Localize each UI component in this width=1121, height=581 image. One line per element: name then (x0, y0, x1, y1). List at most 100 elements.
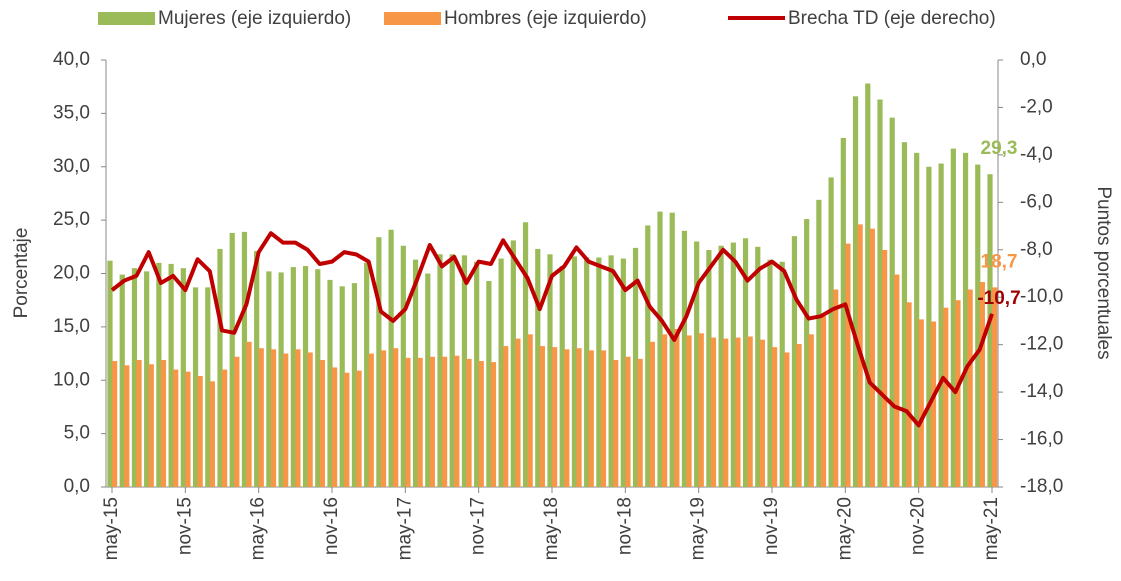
bar (796, 343, 802, 487)
bar (417, 357, 423, 487)
bar (270, 349, 277, 487)
bar (388, 229, 394, 488)
y-tick-label: 35,0 (53, 102, 90, 123)
y2-tick-label: -8,0 (1020, 239, 1053, 260)
y2-tick-label: -6,0 (1020, 191, 1053, 212)
x-tick-label: may-21 (981, 497, 1002, 560)
bar (425, 273, 431, 487)
bar (351, 283, 358, 487)
x-tick-label: nov-15 (174, 497, 195, 555)
bar (136, 359, 142, 487)
bar (596, 257, 602, 487)
bar (938, 163, 944, 488)
y-tick-label: 20,0 (53, 263, 90, 284)
bar (791, 236, 798, 487)
y-tick-label: 30,0 (53, 156, 90, 177)
bar (119, 274, 125, 487)
bar (926, 166, 932, 487)
bar (547, 254, 553, 487)
bar (344, 372, 350, 487)
y2-tick-label: -16,0 (1020, 429, 1063, 450)
bar (943, 307, 949, 487)
bar (747, 336, 753, 487)
x-tick-label: may-20 (834, 497, 855, 560)
bar (852, 96, 859, 488)
bar (779, 261, 785, 487)
bar (332, 367, 338, 487)
bar (564, 349, 570, 487)
bar (209, 381, 215, 487)
bar (197, 375, 203, 487)
x-tick-label: nov-17 (468, 497, 489, 555)
bar (820, 316, 827, 487)
bar (376, 237, 382, 487)
bar (882, 250, 888, 487)
bar (180, 268, 186, 487)
bar (522, 222, 529, 487)
bar (290, 267, 296, 487)
bar (222, 369, 228, 487)
bar (735, 337, 741, 487)
bar (527, 334, 533, 487)
bar (840, 137, 846, 488)
bar (698, 333, 704, 487)
bar (148, 364, 154, 487)
bar (816, 199, 822, 487)
bar (918, 319, 924, 487)
bar (706, 250, 712, 487)
bar (669, 212, 675, 487)
bar (730, 242, 736, 487)
bar (368, 353, 374, 487)
line (110, 231, 994, 428)
bar (808, 334, 814, 487)
bar (804, 219, 810, 487)
bar (258, 348, 264, 487)
bar (400, 245, 406, 487)
bar (278, 272, 284, 487)
y2-tick-label: -10,0 (1020, 286, 1063, 307)
bar (364, 262, 370, 487)
y2-axis-label: Puntos porcentuales (1093, 186, 1114, 359)
bar (112, 361, 118, 487)
bar (429, 356, 435, 487)
y2-tick-label: -18,0 (1020, 476, 1063, 497)
bar (131, 268, 138, 487)
bar (613, 359, 619, 487)
bar (266, 271, 272, 487)
bar (327, 279, 333, 487)
legend-swatch (98, 12, 155, 25)
bar (600, 350, 607, 487)
legend-label: Mujeres (eje izquierdo) (158, 8, 351, 29)
bar (107, 260, 113, 487)
bar (571, 256, 578, 487)
bar (205, 287, 211, 487)
bar (620, 258, 626, 487)
bar (192, 287, 199, 487)
bar (889, 117, 895, 488)
bar (576, 348, 582, 487)
x-tick-label: may-15 (101, 497, 122, 560)
bar (160, 359, 167, 487)
bar (486, 280, 492, 487)
bar (380, 350, 387, 487)
bar (319, 359, 325, 487)
bar (987, 174, 993, 487)
bar (461, 255, 468, 487)
data-label: -10,7 (977, 288, 1020, 309)
bar (962, 152, 969, 487)
y2-tick-label: -4,0 (1020, 144, 1053, 165)
bar (339, 286, 345, 487)
bar (510, 240, 516, 487)
bar (662, 334, 668, 487)
x-tick-label: nov-18 (614, 497, 635, 555)
bar (645, 225, 651, 487)
bar (992, 287, 998, 487)
bar (515, 338, 521, 487)
data-label: 29,3 (981, 138, 1018, 159)
bar (559, 266, 565, 487)
y2-tick-label: 0,0 (1020, 49, 1046, 70)
x-tick-label: nov-20 (908, 497, 929, 555)
y-tick-label: 10,0 (53, 369, 90, 390)
bar (625, 356, 631, 487)
bar (877, 99, 883, 487)
